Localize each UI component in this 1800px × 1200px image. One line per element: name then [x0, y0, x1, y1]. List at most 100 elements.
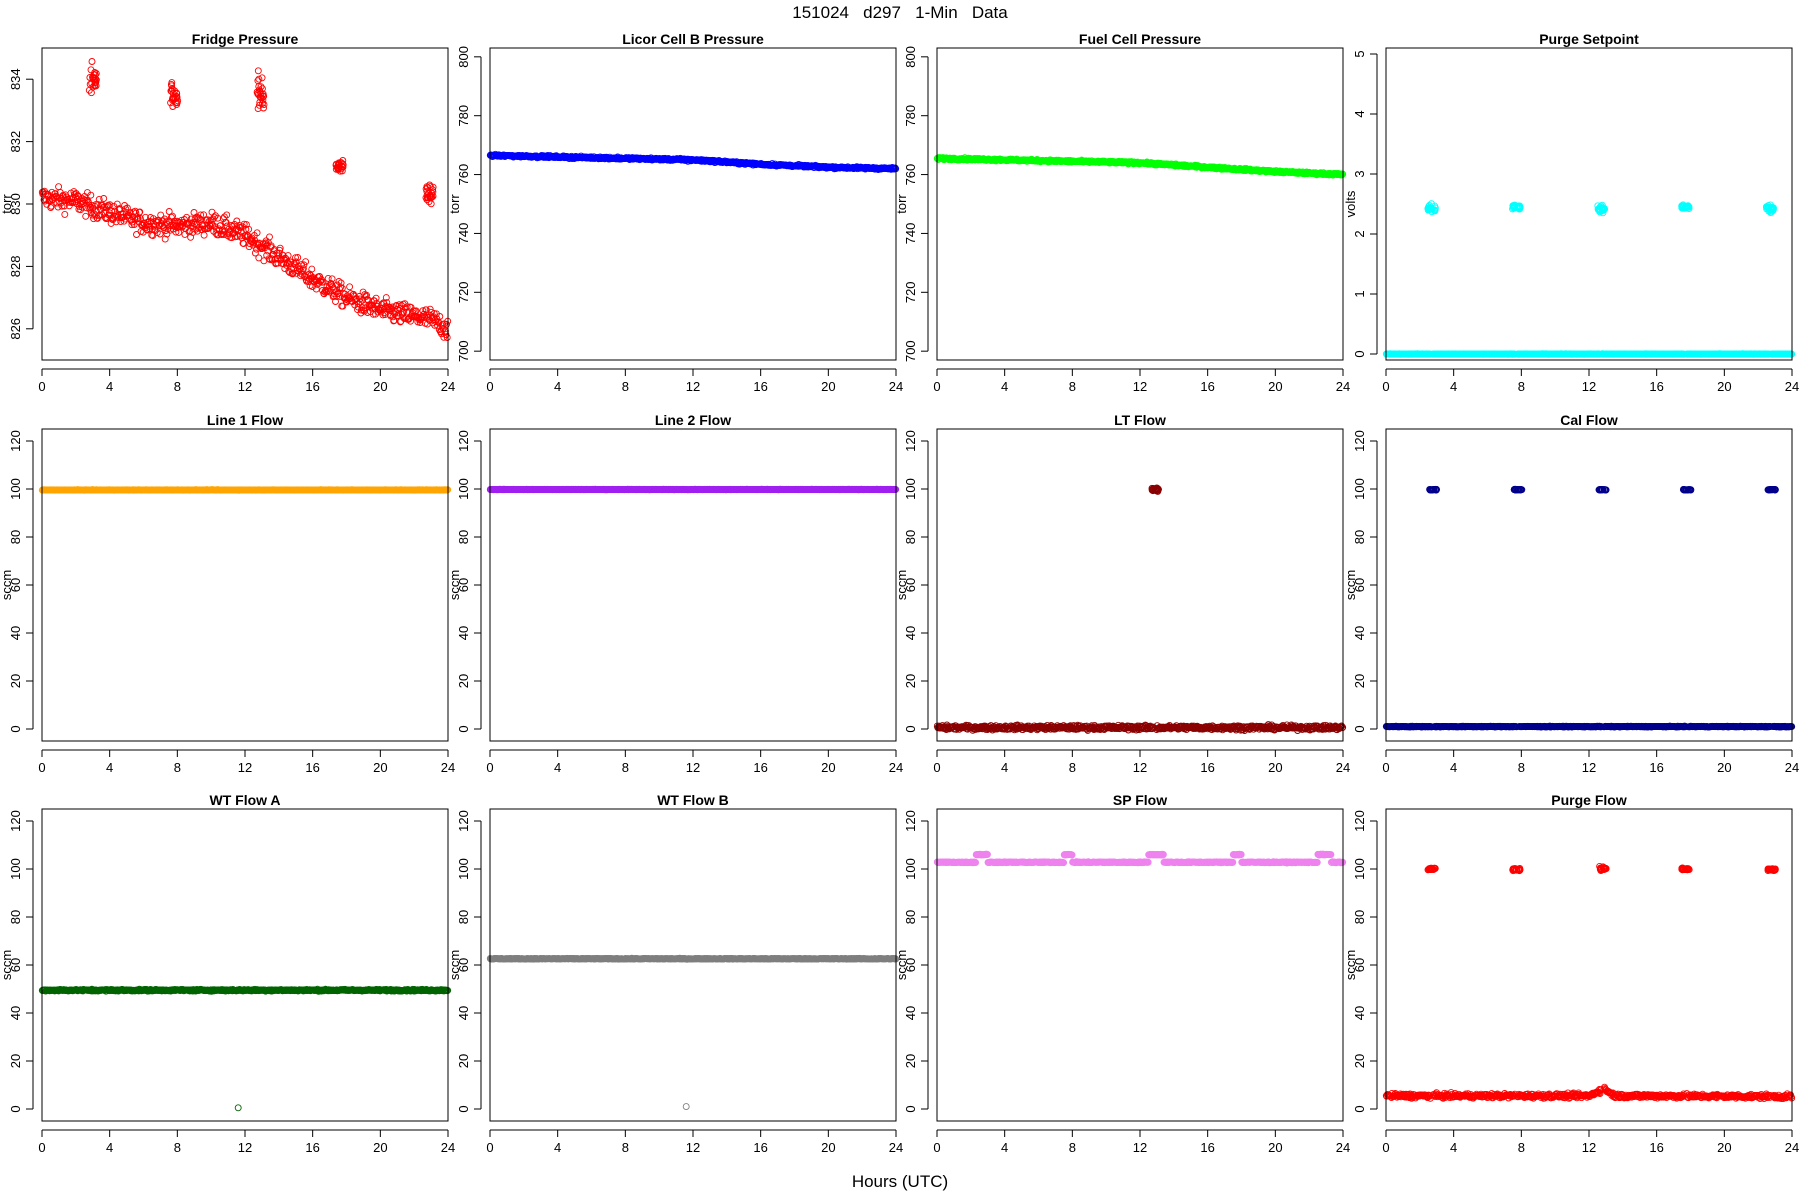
- x-tick-label: 12: [1582, 379, 1596, 394]
- x-tick-label: 12: [686, 379, 700, 394]
- data-point: [165, 208, 173, 215]
- data-point: [193, 227, 201, 235]
- data-point: [61, 210, 69, 218]
- data-point: [266, 233, 273, 241]
- data-point: [276, 244, 284, 252]
- fridge-pressure-points: [38, 58, 452, 341]
- x-tick-label: 24: [889, 760, 903, 775]
- x-axis: 0 4 8 12 16 20 24: [486, 749, 903, 775]
- panel-title: LT Flow: [1114, 412, 1166, 428]
- plot-frame: [1385, 47, 1793, 361]
- data-point: [254, 105, 262, 113]
- data-point: [427, 194, 435, 202]
- y-tick-label: 834: [8, 68, 23, 90]
- y-tick-label: 3: [1352, 170, 1367, 177]
- data-point: [195, 214, 203, 222]
- y-tick-label: 760: [456, 164, 471, 186]
- plot-frame: [489, 428, 897, 742]
- data-point: [275, 249, 283, 257]
- y-tick-label: 0: [8, 725, 23, 732]
- y-tick-label: 780: [456, 105, 471, 127]
- data-point: [253, 229, 261, 237]
- data-point: [324, 274, 332, 282]
- y-axis-label: torr: [447, 194, 462, 214]
- y-tick-label: 2: [1352, 230, 1367, 237]
- data-point: [294, 254, 302, 261]
- x-tick-label: 24: [441, 760, 455, 775]
- y-tick-label: 20: [8, 674, 23, 688]
- y-tick-label: 40: [456, 626, 471, 640]
- data-point: [258, 74, 266, 82]
- y-tick-label: 100: [8, 478, 23, 500]
- purge-setpoint-points: [1382, 200, 1796, 358]
- data-point: [403, 303, 411, 311]
- data-point: [55, 183, 63, 191]
- x-axis: 0 4 8 12 16 20 24: [486, 368, 903, 394]
- data-point: [333, 281, 341, 289]
- y-tick-label: 120: [456, 430, 471, 452]
- x-tick-label: 0: [486, 760, 493, 775]
- data-point: [423, 320, 431, 328]
- x-tick-label: 24: [889, 379, 903, 394]
- x-tick-label: 4: [554, 379, 561, 394]
- x-tick-label: 8: [622, 379, 629, 394]
- y-tick-label: 800: [903, 46, 918, 68]
- x-tick-label: 0: [38, 760, 45, 775]
- x-tick-label: 12: [238, 760, 252, 775]
- y-axis-label: torr: [0, 194, 14, 214]
- data-point: [344, 296, 352, 304]
- x-tick-label: 0: [38, 379, 45, 394]
- y-tick-label: 832: [8, 131, 23, 153]
- data-point: [223, 211, 231, 219]
- data-point: [379, 299, 387, 307]
- x-tick-label: 16: [305, 379, 319, 394]
- licor-cell-b-pressure-points: [486, 150, 900, 173]
- plot-frame: [41, 428, 449, 742]
- x-tick-label: 12: [1133, 379, 1147, 394]
- data-point: [346, 283, 354, 291]
- data-point: [156, 230, 164, 238]
- y-tick-label: 100: [456, 478, 471, 500]
- data-point: [222, 218, 230, 226]
- x-tick-label: 8: [174, 379, 181, 394]
- x-tick-label: 8: [1518, 379, 1525, 394]
- data-point: [209, 215, 217, 223]
- x-tick-label: 20: [821, 760, 835, 775]
- x-tick-label: 4: [554, 760, 561, 775]
- data-point: [333, 293, 341, 301]
- data-point: [87, 89, 95, 97]
- line-1-flow-points: [38, 486, 452, 494]
- x-axis: 0 4 8 12 16 20 24: [1382, 368, 1799, 394]
- x-tick-label: 16: [1200, 379, 1214, 394]
- x-tick-label: 20: [373, 760, 387, 775]
- data-point: [95, 195, 103, 203]
- data-point: [255, 101, 263, 109]
- y-axis-label: sccm: [447, 570, 462, 600]
- data-point: [167, 99, 175, 107]
- data-point: [434, 322, 442, 330]
- y-tick-label: 0: [456, 725, 471, 732]
- x-tick-label: 0: [1382, 379, 1389, 394]
- y-tick-label: 828: [8, 256, 23, 278]
- data-point: [429, 188, 437, 196]
- data-point: [292, 258, 300, 266]
- data-point: [336, 285, 343, 293]
- x-tick-label: 8: [622, 760, 629, 775]
- line-2-flow-points: [486, 485, 900, 494]
- data-point: [395, 309, 403, 317]
- data-point: [169, 94, 177, 102]
- data-point: [255, 254, 263, 262]
- x-tick-label: 24: [441, 379, 455, 394]
- x-tick-label: 20: [1268, 379, 1282, 394]
- data-point: [92, 78, 100, 86]
- data-point: [355, 300, 363, 308]
- y-tick-label: 80: [456, 530, 471, 544]
- y-tick-label: 800: [456, 46, 471, 68]
- data-point: [163, 230, 171, 238]
- x-tick-label: 16: [753, 760, 767, 775]
- data-point: [86, 204, 94, 211]
